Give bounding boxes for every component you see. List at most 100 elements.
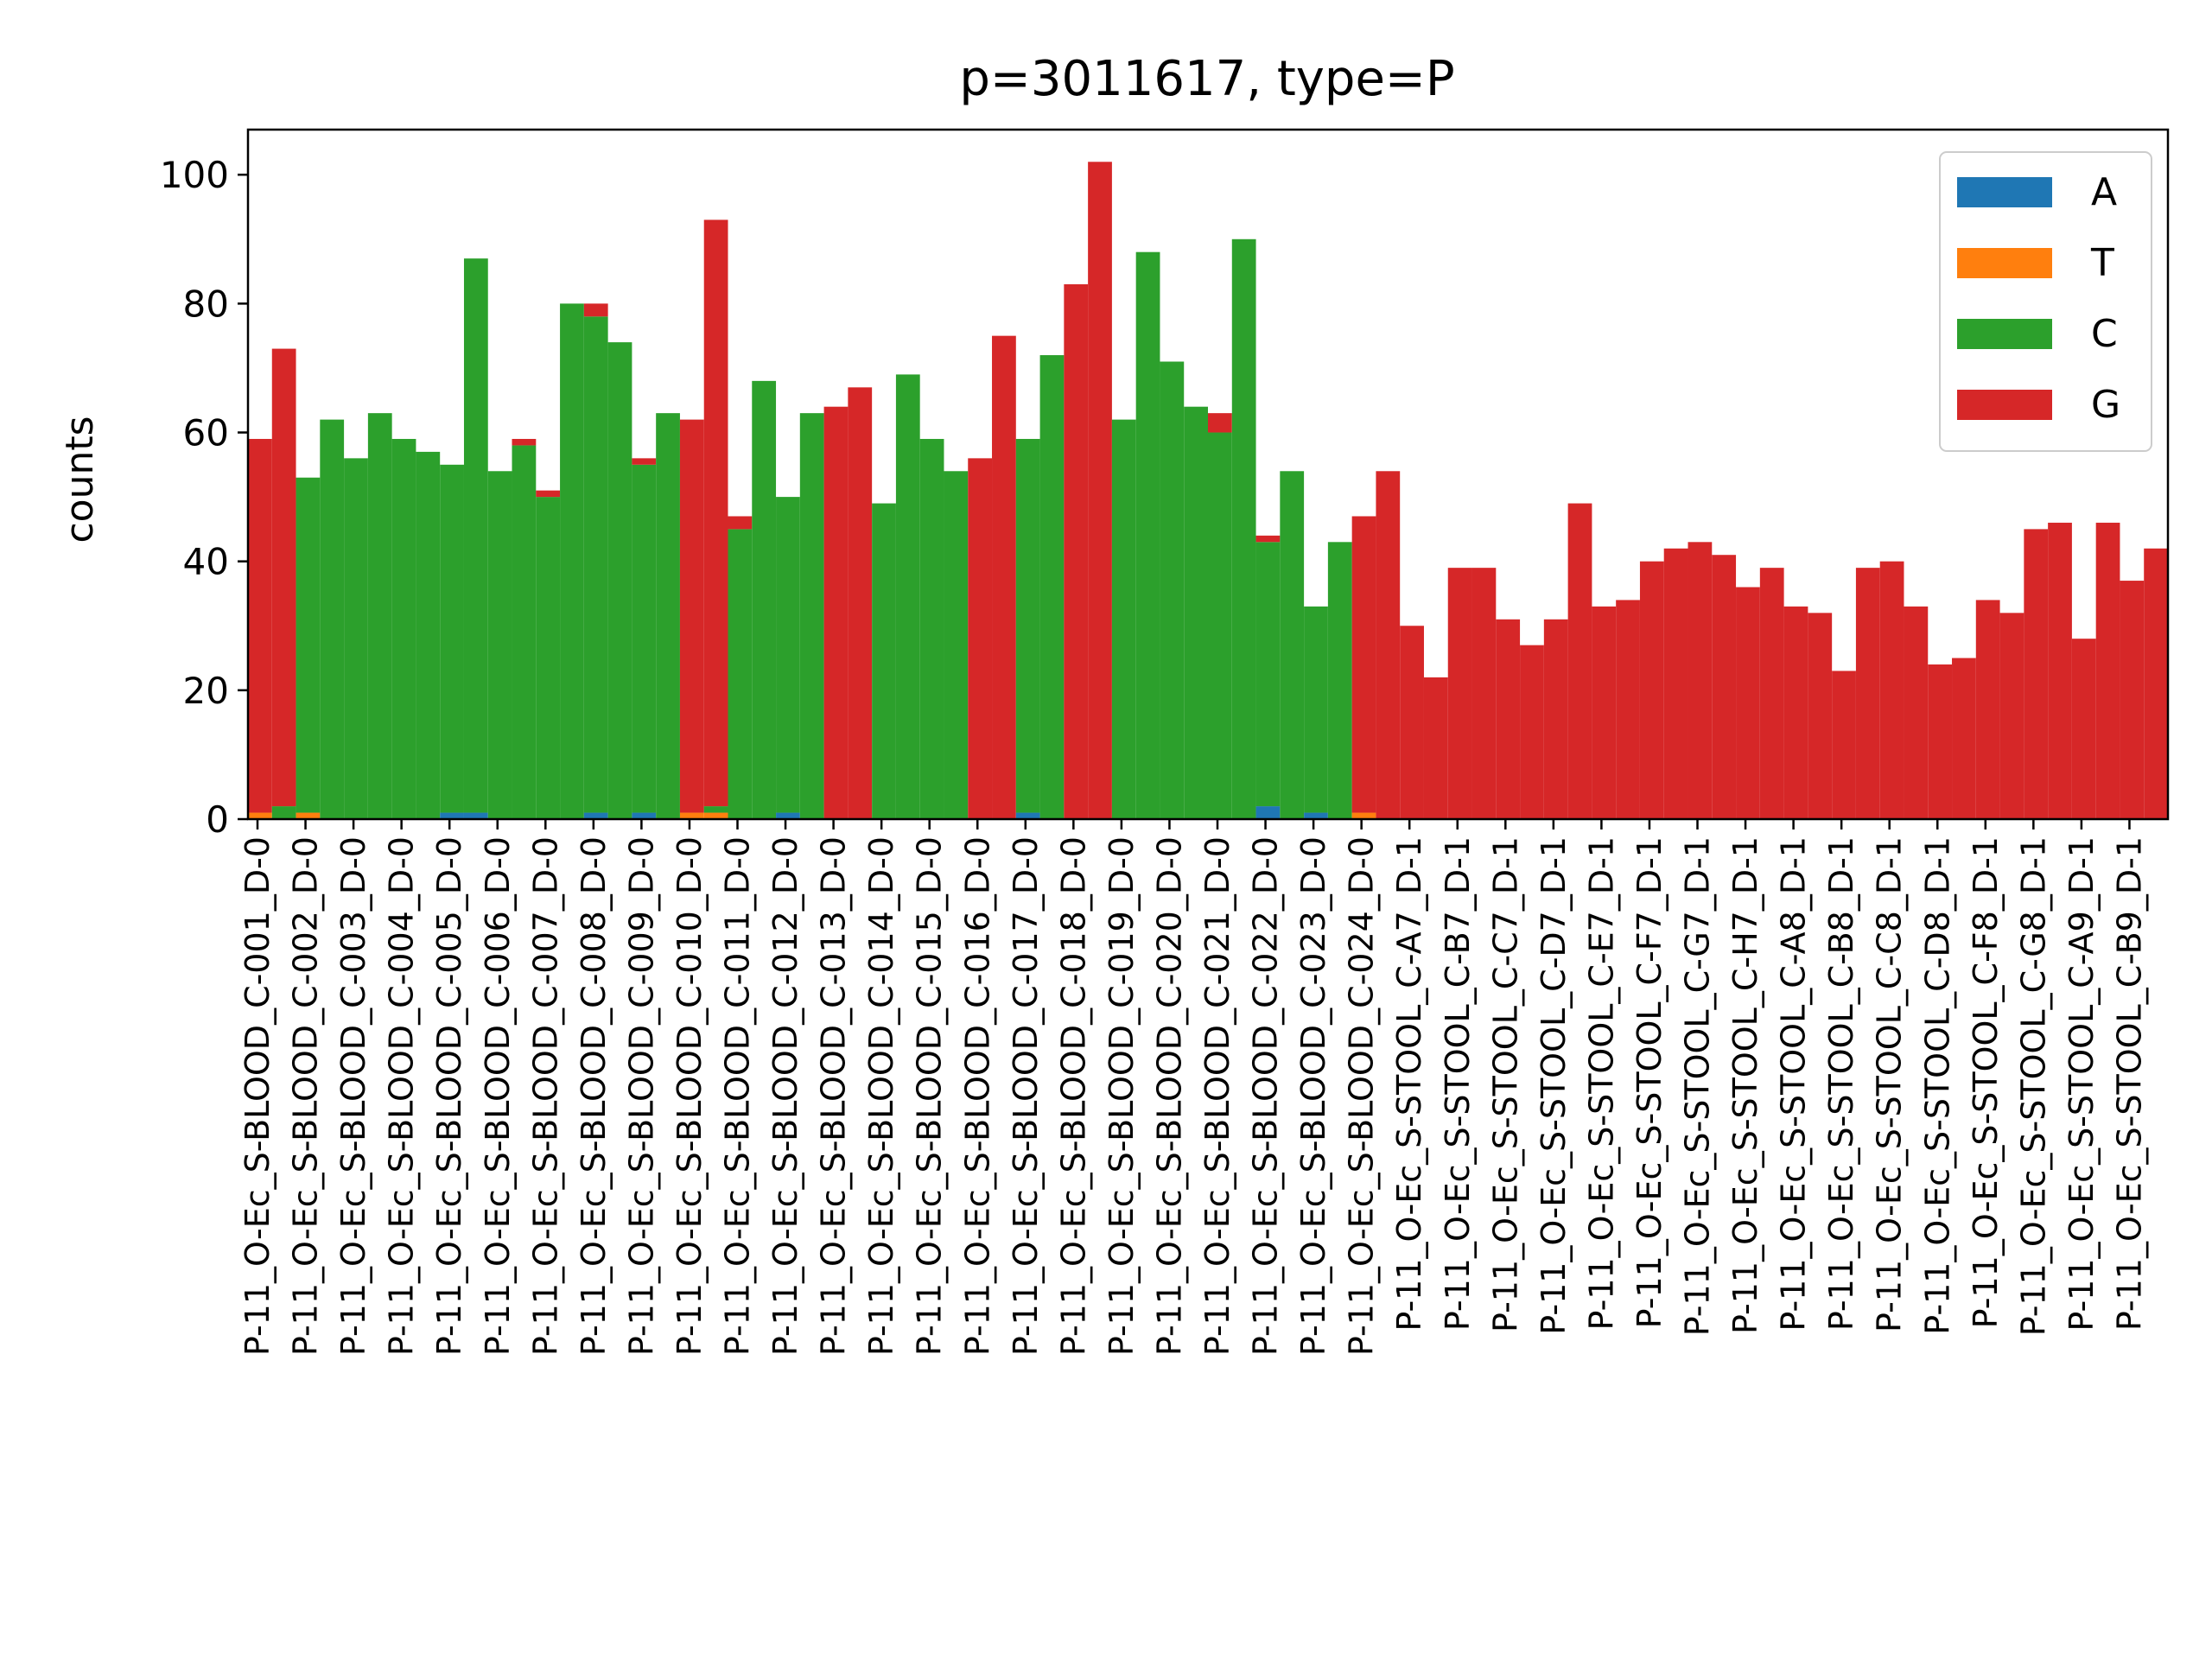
- bar-segment-C: [1304, 606, 1328, 813]
- bar-segment-G: [1567, 503, 1592, 819]
- bar-segment-C: [776, 497, 800, 813]
- bar-segment-G: [1832, 671, 1856, 819]
- x-tick-label: P-11_O-Ec_S-BLOOD_C-003_D-0: [334, 836, 372, 1356]
- bar-segment-C: [416, 451, 441, 819]
- bar-segment-C: [1255, 542, 1281, 807]
- bar-segment-G: [2048, 522, 2072, 819]
- x-tick-label: P-11_O-Ec_S-BLOOD_C-008_D-0: [575, 836, 613, 1356]
- bar-segment-G: [1904, 606, 1929, 819]
- bar-segment-C: [1280, 471, 1305, 819]
- x-tick-label: P-11_O-Ec_S-STOOL_C-E7_D-1: [1582, 836, 1620, 1330]
- plot-area: [248, 162, 2168, 820]
- x-tick-label: P-11_O-Ec_S-STOOL_C-D7_D-1: [1535, 836, 1573, 1335]
- bar-segment-G: [1999, 613, 2024, 819]
- x-tick-label: P-11_O-Ec_S-BLOOD_C-015_D-0: [911, 836, 949, 1356]
- bar-segment-C: [728, 529, 753, 819]
- bar-segment-G: [848, 387, 873, 819]
- x-tick-label: P-11_O-Ec_S-BLOOD_C-019_D-0: [1103, 836, 1141, 1356]
- x-tick-label: P-11_O-Ec_S-BLOOD_C-009_D-0: [622, 836, 660, 1356]
- bar-segment-G: [1376, 471, 1401, 819]
- legend-swatch-G: [1957, 390, 2052, 420]
- x-tick-label: P-11_O-Ec_S-BLOOD_C-004_D-0: [383, 836, 421, 1356]
- bar-segment-C: [512, 445, 537, 819]
- bar-segment-C: [656, 413, 680, 819]
- bar-segment-G: [1975, 600, 2000, 819]
- bar-segment-G: [728, 516, 753, 530]
- legend-swatch-T: [1957, 248, 2052, 278]
- x-tick-label: P-11_O-Ec_S-BLOOD_C-013_D-0: [815, 836, 853, 1356]
- bar-segment-C: [703, 806, 728, 813]
- bar-segment-C: [536, 497, 561, 819]
- bars-group: [248, 162, 2168, 820]
- bar-segment-G: [1639, 561, 1664, 819]
- bar-segment-A: [1015, 812, 1040, 819]
- bar-segment-G: [1208, 413, 1232, 433]
- x-tick-label: P-11_O-Ec_S-BLOOD_C-022_D-0: [1247, 836, 1285, 1356]
- bar-segment-G: [271, 348, 296, 807]
- bar-segment-C: [1135, 251, 1160, 819]
- bar-segment-C: [487, 471, 512, 819]
- x-tick-label: P-11_O-Ec_S-BLOOD_C-018_D-0: [1054, 836, 1092, 1356]
- bar-segment-G: [512, 438, 537, 446]
- bar-segment-G: [1064, 283, 1089, 819]
- chart-title: p=3011617, type=P: [959, 51, 1454, 107]
- bar-segment-G: [1400, 626, 1424, 819]
- bar-segment-C: [1231, 238, 1256, 819]
- bar-segment-G: [2095, 522, 2120, 819]
- bar-segment-G: [1855, 568, 1880, 819]
- x-tick-label: P-11_O-Ec_S-BLOOD_C-006_D-0: [479, 836, 517, 1356]
- bar-segment-C: [632, 464, 657, 813]
- bar-segment-G: [632, 458, 657, 465]
- bar-segment-C: [944, 471, 969, 819]
- bar-segment-G: [1496, 619, 1521, 819]
- bar-segment-C: [271, 806, 296, 819]
- x-tick-label: P-11_O-Ec_S-BLOOD_C-012_D-0: [766, 836, 804, 1356]
- bar-segment-C: [583, 316, 608, 813]
- legend-label-T: T: [2090, 241, 2114, 285]
- bar-segment-G: [823, 406, 849, 819]
- axes-frame: [246, 128, 2170, 821]
- x-tick-label: P-11_O-Ec_S-BLOOD_C-016_D-0: [958, 836, 996, 1356]
- bar-segment-G: [1255, 535, 1281, 543]
- x-tick-label: P-11_O-Ec_S-BLOOD_C-005_D-0: [430, 836, 468, 1356]
- bar-segment-G: [1783, 606, 1808, 819]
- bar-segment-C: [391, 438, 416, 819]
- x-tick-label: P-11_O-Ec_S-BLOOD_C-024_D-0: [1343, 836, 1381, 1356]
- bar-segment-C: [872, 503, 896, 819]
- bar-segment-G: [1759, 568, 1784, 819]
- legend-label-C: C: [2091, 312, 2118, 356]
- bar-segment-C: [1015, 438, 1040, 813]
- bar-segment-T: [1351, 812, 1376, 819]
- x-tick-label: P-11_O-Ec_S-STOOL_C-A9_D-1: [2063, 836, 2101, 1332]
- bar-segment-C: [1184, 406, 1208, 819]
- bar-segment-C: [919, 438, 944, 819]
- bar-segment-T: [248, 812, 272, 819]
- x-tick-label: P-11_O-Ec_S-BLOOD_C-020_D-0: [1151, 836, 1189, 1356]
- x-tick-label: P-11_O-Ec_S-STOOL_C-C7_D-1: [1486, 836, 1524, 1332]
- bar-segment-C: [1327, 542, 1352, 819]
- bar-segment-A: [776, 812, 800, 819]
- bar-segment-C: [463, 258, 488, 813]
- x-tick-label: P-11_O-Ec_S-STOOL_C-F8_D-1: [1967, 836, 2005, 1328]
- y-axis: 0 20 40 60 80 100: [160, 154, 248, 841]
- bar-segment-G: [1663, 548, 1688, 819]
- x-tick-label: P-11_O-Ec_S-STOOL_C-D8_D-1: [1918, 836, 1956, 1335]
- bar-segment-C: [296, 477, 321, 813]
- bar-segment-G: [1088, 162, 1112, 820]
- bar-segment-A: [1304, 812, 1328, 819]
- x-tick-label: P-11_O-Ec_S-STOOL_C-B8_D-1: [1822, 836, 1860, 1331]
- bar-segment-G: [1712, 555, 1737, 819]
- x-tick-label: P-11_O-Ec_S-STOOL_C-B7_D-1: [1439, 836, 1477, 1331]
- bar-segment-G: [1952, 658, 1976, 819]
- bar-segment-G: [1592, 606, 1617, 819]
- bar-segment-G: [1423, 677, 1448, 819]
- bar-segment-C: [1039, 355, 1065, 819]
- bar-segment-G: [703, 219, 728, 807]
- bar-segment-T: [296, 812, 321, 819]
- x-tick-label: P-11_O-Ec_S-STOOL_C-H7_D-1: [1726, 836, 1764, 1334]
- bar-segment-G: [992, 335, 1016, 819]
- bar-segment-A: [463, 812, 488, 819]
- bar-segment-G: [1616, 600, 1640, 819]
- x-tick-label: P-11_O-Ec_S-BLOOD_C-017_D-0: [1007, 836, 1045, 1356]
